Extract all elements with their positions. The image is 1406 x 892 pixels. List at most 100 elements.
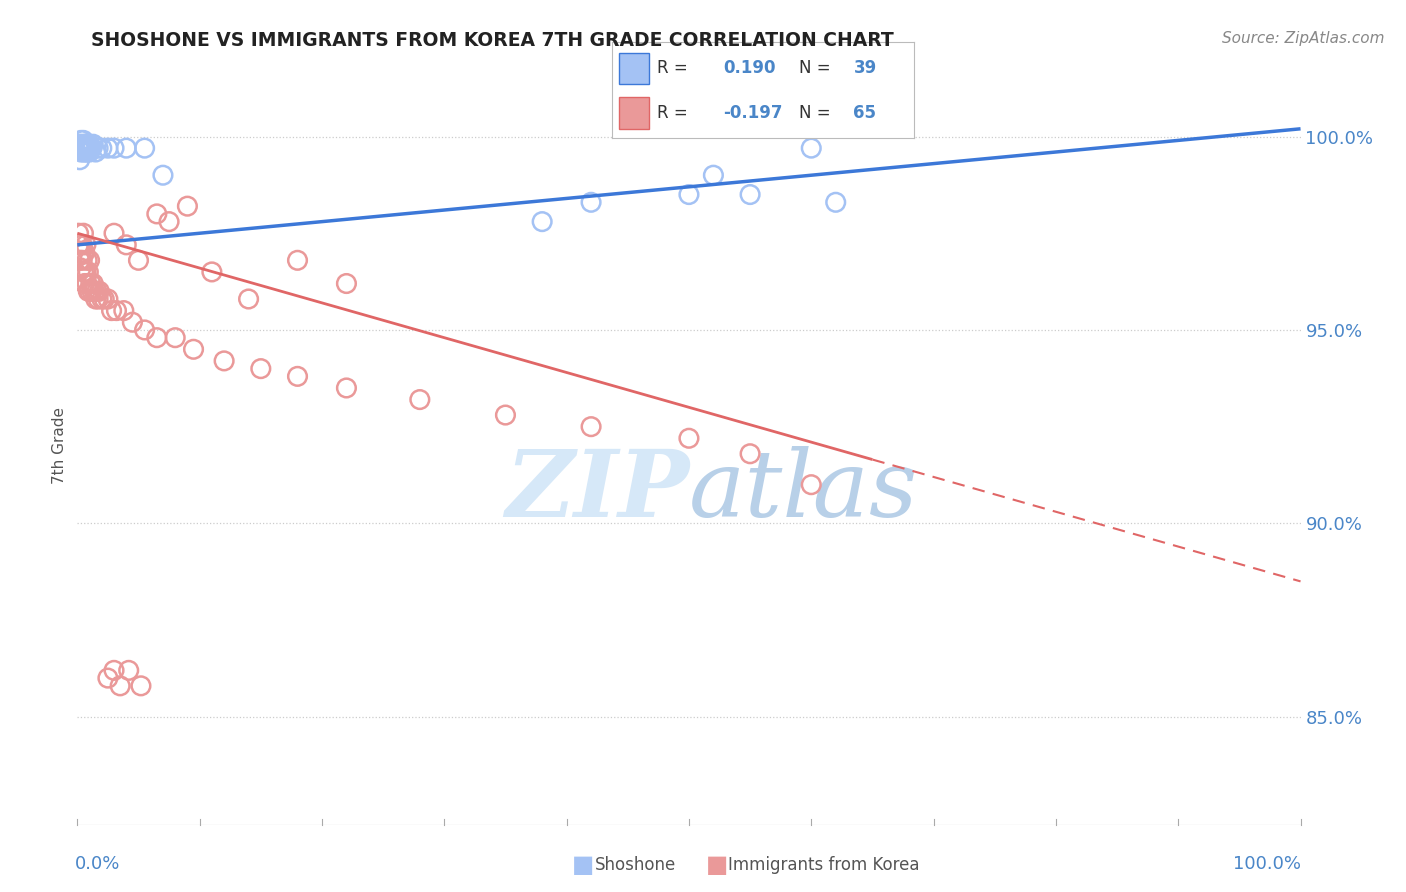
Point [103, 664, 125, 678]
Bar [619, 53, 650, 85]
Point [335, 277, 357, 291]
Point [69, 237, 91, 252]
Point [127, 253, 149, 268]
Point [72, 245, 94, 260]
Point [409, 392, 432, 407]
Point [87, 141, 110, 155]
Text: Shoshone: Shoshone [595, 856, 676, 874]
Point [70, 133, 93, 147]
Point [70, 141, 93, 155]
Point [70, 137, 93, 152]
Text: 39: 39 [853, 60, 877, 78]
Point [72, 226, 94, 240]
Point [70, 261, 93, 276]
Text: Source: ZipAtlas.com: Source: ZipAtlas.com [1222, 31, 1385, 46]
Point [134, 323, 156, 337]
Point [76, 141, 98, 155]
Point [97, 671, 120, 685]
Point [80, 285, 103, 299]
Point [75, 137, 97, 152]
Point [72, 265, 94, 279]
Point [67, 141, 90, 155]
Point [740, 187, 762, 202]
Point [115, 141, 138, 155]
Text: 0.0%: 0.0% [75, 855, 121, 873]
Text: 65: 65 [853, 103, 876, 121]
Point [146, 331, 169, 345]
Point [70, 145, 93, 159]
Point [108, 679, 131, 693]
Point [250, 361, 273, 376]
Point [83, 285, 105, 299]
Point [79, 137, 101, 152]
Point [84, 145, 107, 159]
Point [72, 133, 94, 147]
Point [103, 141, 125, 155]
Point [77, 137, 100, 152]
Point [90, 141, 112, 155]
Point [97, 292, 120, 306]
Text: SHOSHONE VS IMMIGRANTS FROM KOREA 7TH GRADE CORRELATION CHART: SHOSHONE VS IMMIGRANTS FROM KOREA 7TH GR… [91, 31, 894, 50]
Point [157, 214, 180, 228]
Point [80, 141, 103, 155]
Point [79, 145, 101, 159]
Point [579, 419, 602, 434]
Point [72, 141, 94, 155]
Point [89, 285, 111, 299]
Point [69, 137, 91, 152]
Point [100, 303, 122, 318]
Text: ■: ■ [706, 854, 728, 877]
Point [73, 277, 96, 291]
Point [287, 369, 309, 384]
Point [115, 237, 138, 252]
Text: 100.0%: 100.0% [1233, 855, 1301, 873]
Point [82, 137, 104, 152]
Point [118, 664, 141, 678]
Point [84, 292, 107, 306]
Point [495, 408, 517, 422]
Point [678, 431, 700, 445]
Point [90, 292, 112, 306]
Point [112, 303, 135, 318]
Point [70, 237, 93, 252]
Point [105, 303, 128, 318]
Text: N =: N = [799, 103, 831, 121]
Text: R =: R = [657, 60, 688, 78]
Point [129, 679, 152, 693]
Point [800, 477, 823, 491]
Point [77, 285, 100, 299]
Point [287, 253, 309, 268]
Point [72, 145, 94, 159]
Point [79, 285, 101, 299]
Y-axis label: 7th Grade: 7th Grade [52, 408, 67, 484]
Point [87, 292, 110, 306]
Point [152, 168, 174, 182]
Text: 0.190: 0.190 [724, 60, 776, 78]
Point [824, 195, 846, 210]
Point [579, 195, 602, 210]
Point [76, 253, 98, 268]
Point [70, 141, 93, 155]
Text: ZIP: ZIP [505, 447, 689, 536]
Point [238, 292, 260, 306]
Point [183, 343, 205, 357]
Point [82, 277, 104, 291]
Point [678, 187, 700, 202]
Point [75, 145, 97, 159]
Point [97, 141, 120, 155]
Point [75, 265, 97, 279]
Point [73, 137, 96, 152]
Point [201, 265, 224, 279]
Text: N =: N = [799, 60, 831, 78]
Point [70, 253, 93, 268]
Point [70, 245, 93, 260]
Point [121, 315, 143, 329]
Point [800, 141, 823, 155]
Text: Immigrants from Korea: Immigrants from Korea [728, 856, 920, 874]
Point [75, 237, 97, 252]
Point [86, 285, 108, 299]
Point [146, 207, 169, 221]
Point [69, 253, 91, 268]
Point [69, 153, 91, 167]
Point [702, 168, 724, 182]
